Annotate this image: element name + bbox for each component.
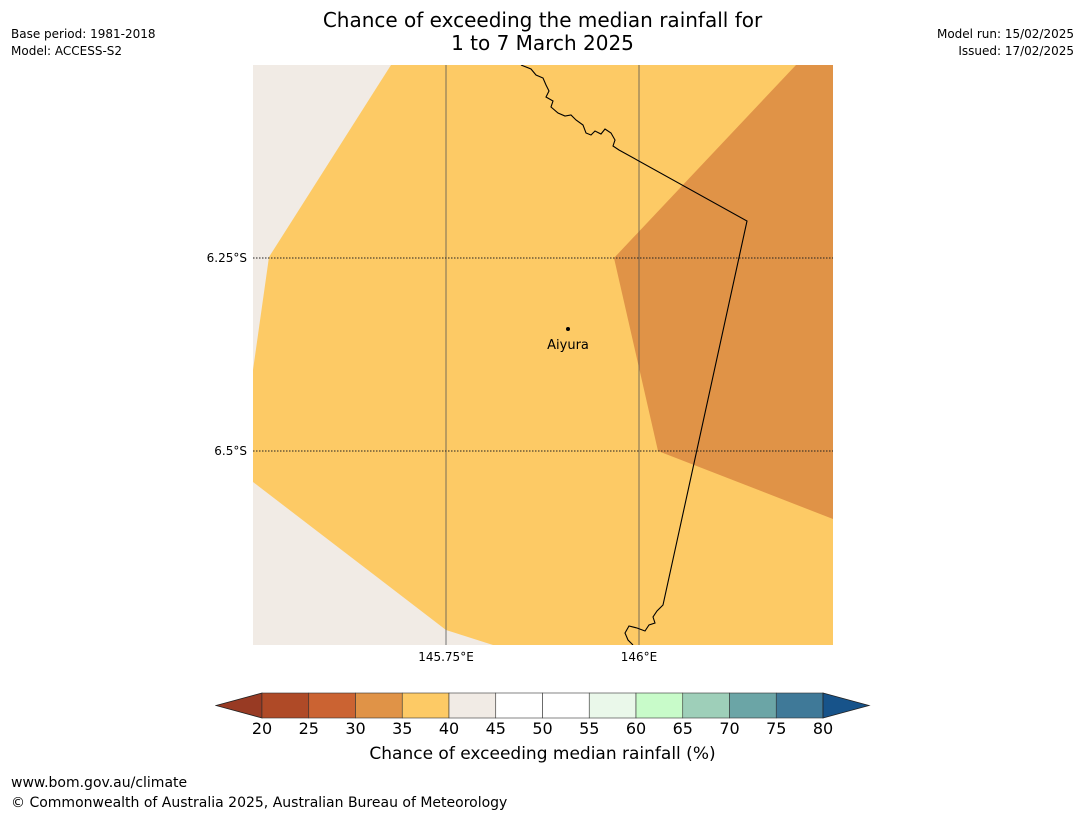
colorbar-segment — [775, 692, 824, 719]
colorbar-segment — [588, 692, 637, 719]
region-30-35 — [614, 65, 833, 519]
colorbar-tick-label: 35 — [392, 719, 413, 738]
colorbar-segment — [401, 692, 450, 719]
colorbar-segment — [355, 692, 403, 719]
colorbar-title: Chance of exceeding median rainfall (%) — [369, 744, 716, 764]
rainfall-map: Aiyura — [253, 65, 833, 645]
footer-copyright: © Commonwealth of Australia 2025, Austra… — [11, 795, 508, 811]
colorbar-segment — [308, 692, 356, 719]
border-line — [520, 65, 748, 645]
colorbar-high-extension — [822, 692, 871, 719]
colorbar-segment — [682, 692, 730, 719]
colorbar-tick-label: 30 — [345, 719, 366, 738]
colorbar-tick-label: 20 — [251, 719, 273, 738]
colorbar-tick-label: 80 — [812, 719, 834, 738]
colorbar-segment — [542, 692, 590, 719]
colorbar-segment — [448, 692, 497, 719]
model-run-date: Model run: 15/02/2025 — [936, 27, 1074, 41]
lat-label-6-25: 6.25°S — [206, 251, 247, 265]
colorbar-tick-label: 25 — [298, 719, 319, 738]
map-title-line-1: Chance of exceeding the median rainfall … — [322, 8, 763, 32]
aiyura-label: Aiyura — [547, 338, 589, 353]
colorbar — [215, 692, 871, 719]
model-name: Model: ACCESS-S2 — [11, 44, 123, 58]
colorbar-low-extension — [215, 692, 263, 719]
colorbar-tick-label: 75 — [766, 719, 787, 738]
colorbar-segment — [495, 692, 543, 719]
colorbar-segment — [635, 692, 684, 719]
lat-label-6-5: 6.5°S — [214, 444, 247, 458]
base-info: Base period: 1981-2018 Model: ACCESS-S2 — [11, 26, 156, 60]
map-title-line-2: 1 to 7 March 2025 — [451, 31, 634, 55]
lon-label-145-75: 145.75°E — [418, 650, 474, 664]
colorbar-tick-label: 60 — [625, 719, 647, 738]
colorbar-tick-label: 65 — [672, 719, 693, 738]
colorbar-tick-label: 40 — [438, 719, 460, 738]
footer-url: www.bom.gov.au/climate — [11, 775, 188, 791]
lon-label-146: 146°E — [620, 650, 658, 664]
colorbar-segment — [261, 692, 310, 719]
issued-date: Issued: 17/02/2025 — [958, 44, 1074, 58]
colorbar-tick-label: 45 — [485, 719, 506, 738]
colorbar-segment — [729, 692, 777, 719]
run-info: Model run: 15/02/2025 Issued: 17/02/2025 — [937, 26, 1074, 60]
base-period: Base period: 1981-2018 — [11, 27, 156, 41]
aiyura-marker — [566, 327, 570, 331]
colorbar-tick-label: 50 — [532, 719, 553, 738]
colorbar-tick-label: 70 — [719, 719, 740, 738]
colorbar-tick-label: 55 — [579, 719, 600, 738]
